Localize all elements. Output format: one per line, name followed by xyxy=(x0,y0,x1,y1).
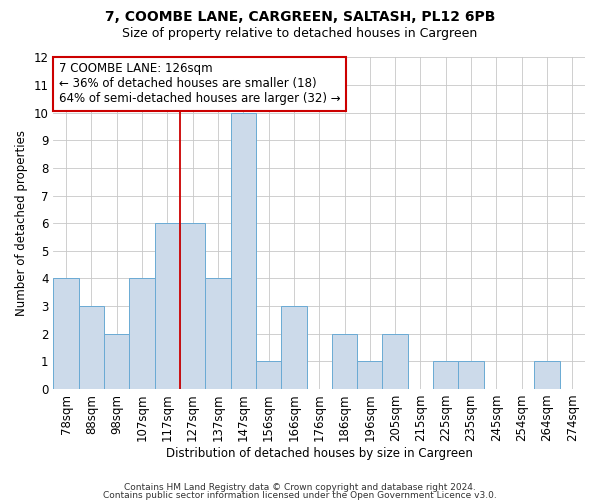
Bar xyxy=(433,362,458,389)
Bar xyxy=(205,278,230,389)
Text: 7 COOMBE LANE: 126sqm
← 36% of detached houses are smaller (18)
64% of semi-deta: 7 COOMBE LANE: 126sqm ← 36% of detached … xyxy=(59,62,340,106)
X-axis label: Distribution of detached houses by size in Cargreen: Distribution of detached houses by size … xyxy=(166,447,473,460)
Text: Contains public sector information licensed under the Open Government Licence v3: Contains public sector information licen… xyxy=(103,490,497,500)
Bar xyxy=(332,334,357,389)
Text: Size of property relative to detached houses in Cargreen: Size of property relative to detached ho… xyxy=(122,28,478,40)
Bar xyxy=(104,334,130,389)
Bar xyxy=(281,306,307,389)
Text: Contains HM Land Registry data © Crown copyright and database right 2024.: Contains HM Land Registry data © Crown c… xyxy=(124,484,476,492)
Bar xyxy=(155,223,180,389)
Bar xyxy=(79,306,104,389)
Bar xyxy=(230,112,256,389)
Bar xyxy=(535,362,560,389)
Bar xyxy=(180,223,205,389)
Text: 7, COOMBE LANE, CARGREEN, SALTASH, PL12 6PB: 7, COOMBE LANE, CARGREEN, SALTASH, PL12 … xyxy=(105,10,495,24)
Bar xyxy=(130,278,155,389)
Bar xyxy=(53,278,79,389)
Bar xyxy=(256,362,281,389)
Y-axis label: Number of detached properties: Number of detached properties xyxy=(15,130,28,316)
Bar xyxy=(458,362,484,389)
Bar xyxy=(357,362,382,389)
Bar xyxy=(382,334,408,389)
